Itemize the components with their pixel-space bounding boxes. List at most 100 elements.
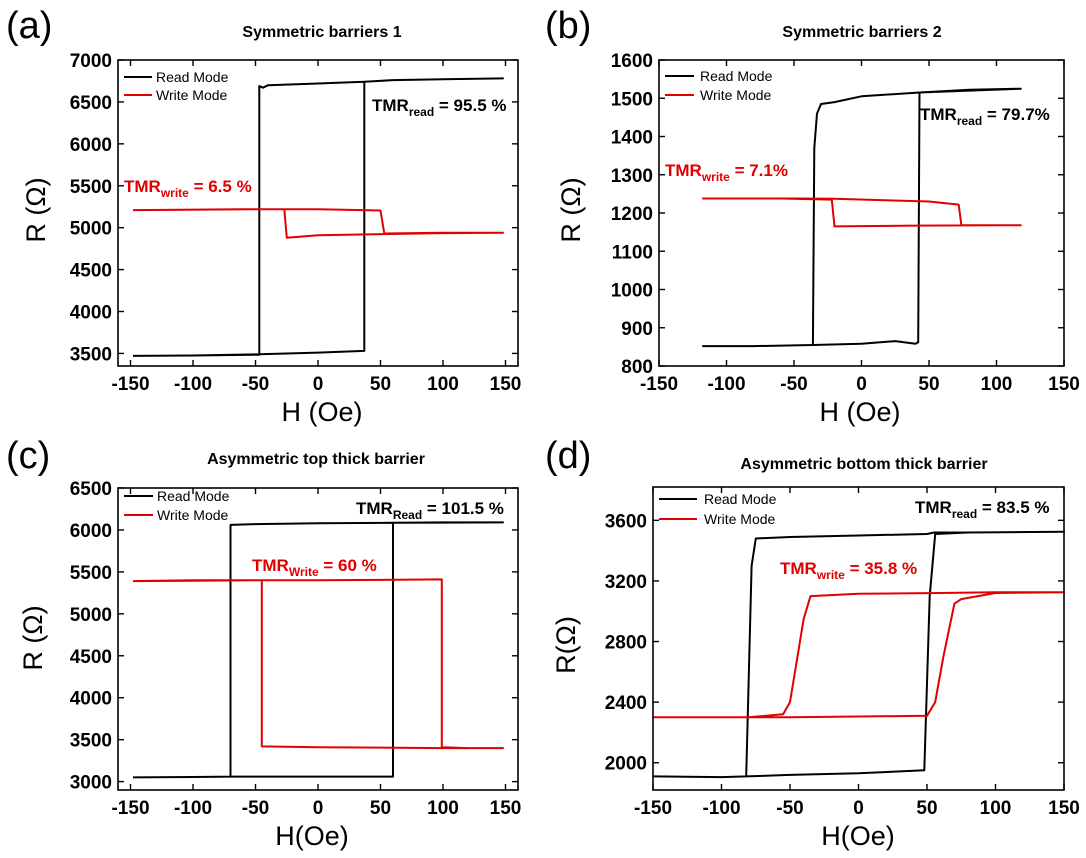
y-tick-label: 2400 — [605, 693, 647, 714]
x-tick-label: 100 — [427, 374, 459, 395]
read-mode-curve — [132, 521, 504, 779]
y-tick-label: 6500 — [70, 93, 112, 114]
tmr-read-annotation: TMRRead = 101.5 % — [356, 499, 504, 522]
x-tick-label: 50 — [370, 374, 391, 395]
x-tick-label: 150 — [490, 798, 522, 819]
legend-label-write: Write Mode — [157, 507, 229, 523]
annot-sub: read — [409, 105, 434, 119]
plot-area: -150 -100 -50 0 50 100 150 3500 4000 4500 5000 5500… — [70, 51, 522, 395]
y-tick-label: 3200 — [605, 572, 647, 593]
y-tick-label: 6000 — [70, 521, 112, 542]
x-tick-label: -100 — [707, 374, 745, 395]
read-mode-curve — [132, 77, 504, 357]
x-tick-label: 0 — [853, 798, 864, 819]
annot-main: TMR — [124, 177, 161, 196]
x-tick-label: -150 — [111, 374, 149, 395]
legend-label-read: Read Mode — [157, 488, 230, 504]
panel-a: (a) Symmetric barriers 1 -150 -100 -50 0 50 1… — [6, 5, 521, 427]
annot-rest: = 7.1% — [730, 161, 788, 180]
y-axis-label: R(Ω) — [551, 616, 581, 674]
y-tick-label: 1400 — [611, 128, 653, 149]
x-axis-label: H (Oe) — [282, 397, 363, 427]
annot-sub: write — [160, 186, 189, 200]
y-tick-label: 2800 — [605, 633, 647, 654]
x-tick-label: 100 — [980, 798, 1012, 819]
panel-title: Asymmetric top thick barrier — [207, 451, 425, 468]
tmr-write-annotation: TMRwrite = 7.1% — [665, 161, 788, 184]
annot-sub: Write — [289, 565, 319, 579]
tmr-write-annotation: TMRwrite = 6.5 % — [124, 177, 252, 200]
y-tick-label: 5500 — [70, 563, 112, 584]
annot-main: TMR — [252, 556, 289, 575]
panel-title: Symmetric barriers 1 — [242, 24, 401, 41]
annot-rest: = 6.5 % — [189, 177, 252, 196]
y-tick-label: 3600 — [605, 511, 647, 532]
annot-main: TMR — [780, 559, 817, 578]
annot-sub: Read — [393, 508, 422, 522]
x-tick-label: 150 — [490, 374, 522, 395]
panel-title: Asymmetric bottom thick barrier — [740, 456, 987, 473]
plot-area: -150 -100 -50 0 50 100 150 3000 3500 4000 4500 5000… — [70, 479, 522, 819]
y-tick-label: 1300 — [611, 166, 653, 187]
x-axis-label: H(Oe) — [821, 821, 895, 851]
y-tick-label: 4500 — [70, 261, 112, 282]
y-axis-label: R (Ω) — [21, 177, 51, 242]
read-mode-curve — [702, 87, 1022, 348]
write-mode-curve — [702, 197, 1022, 228]
x-tick-label: 150 — [1048, 374, 1080, 395]
y-tick-label: 7000 — [70, 51, 112, 72]
annot-main: TMR — [665, 161, 702, 180]
panel-label: (c) — [6, 435, 50, 477]
plot-area: -150 -100 -50 0 50 100 150 800 900 1000 1100 1200 13… — [611, 51, 1080, 395]
tmr-write-annotation: TMRWrite = 60 % — [252, 556, 377, 579]
legend-label-write: Write Mode — [704, 511, 776, 527]
y-tick-label: 3500 — [70, 344, 112, 365]
write-mode-curve — [653, 591, 1065, 719]
annot-sub: read — [952, 507, 977, 521]
y-tick-label: 3000 — [70, 773, 112, 794]
annot-rest: = 101.5 % — [422, 499, 504, 518]
x-tick-label: -150 — [640, 374, 678, 395]
tmr-write-annotation: TMRwrite = 35.8 % — [780, 559, 917, 582]
y-tick-label: 6500 — [70, 479, 112, 500]
x-tick-label: 150 — [1048, 798, 1080, 819]
legend-label-read: Read Mode — [700, 68, 773, 84]
y-tick-label: 1600 — [611, 51, 653, 72]
x-tick-label: 50 — [370, 798, 391, 819]
panel-b: (b) Symmetric barriers 2 -150 -100 -50 0 50 1… — [545, 5, 1080, 427]
y-tick-label: 3500 — [70, 731, 112, 752]
x-tick-label: 100 — [427, 798, 459, 819]
x-tick-label: 0 — [313, 374, 324, 395]
annot-rest: = 35.8 % — [845, 559, 917, 578]
annot-rest: = 79.7% — [982, 105, 1050, 124]
panel-label: (a) — [6, 5, 52, 47]
y-tick-label: 4000 — [70, 303, 112, 324]
x-tick-label: 0 — [856, 374, 867, 395]
y-tick-label: 5500 — [70, 177, 112, 198]
y-tick-label: 900 — [621, 319, 653, 340]
x-tick-label: -50 — [242, 798, 269, 819]
x-tick-label: 50 — [916, 798, 937, 819]
annot-rest: = 83.5 % — [977, 498, 1049, 517]
y-tick-label: 4000 — [70, 689, 112, 710]
legend: Read Mode Write Mode — [665, 68, 773, 103]
x-axis-label: H(Oe) — [275, 821, 349, 851]
annot-main: TMR — [372, 96, 409, 115]
annot-sub: write — [816, 568, 845, 582]
y-tick-label: 1100 — [612, 242, 653, 263]
y-axis-label: R (Ω) — [18, 605, 48, 670]
panel-c: (c) Asymmetric top thick barrier -150 -10… — [6, 435, 521, 851]
y-tick-label: 6000 — [70, 135, 112, 156]
x-tick-label: -50 — [780, 374, 807, 395]
x-tick-label: 100 — [981, 374, 1013, 395]
x-tick-label: -150 — [634, 798, 672, 819]
x-tick-label: -100 — [174, 798, 212, 819]
y-tick-label: 1500 — [611, 89, 653, 110]
x-tick-label: -50 — [242, 374, 269, 395]
panel-title: Symmetric barriers 2 — [782, 24, 941, 41]
plot-area: -150 -100 -50 0 50 100 150 2000 2400 2800 3200 3600 — [605, 486, 1080, 819]
x-tick-label: -100 — [702, 798, 740, 819]
x-tick-label: -150 — [111, 798, 149, 819]
annot-main: TMR — [915, 498, 952, 517]
annot-rest: = 95.5 % — [434, 96, 506, 115]
